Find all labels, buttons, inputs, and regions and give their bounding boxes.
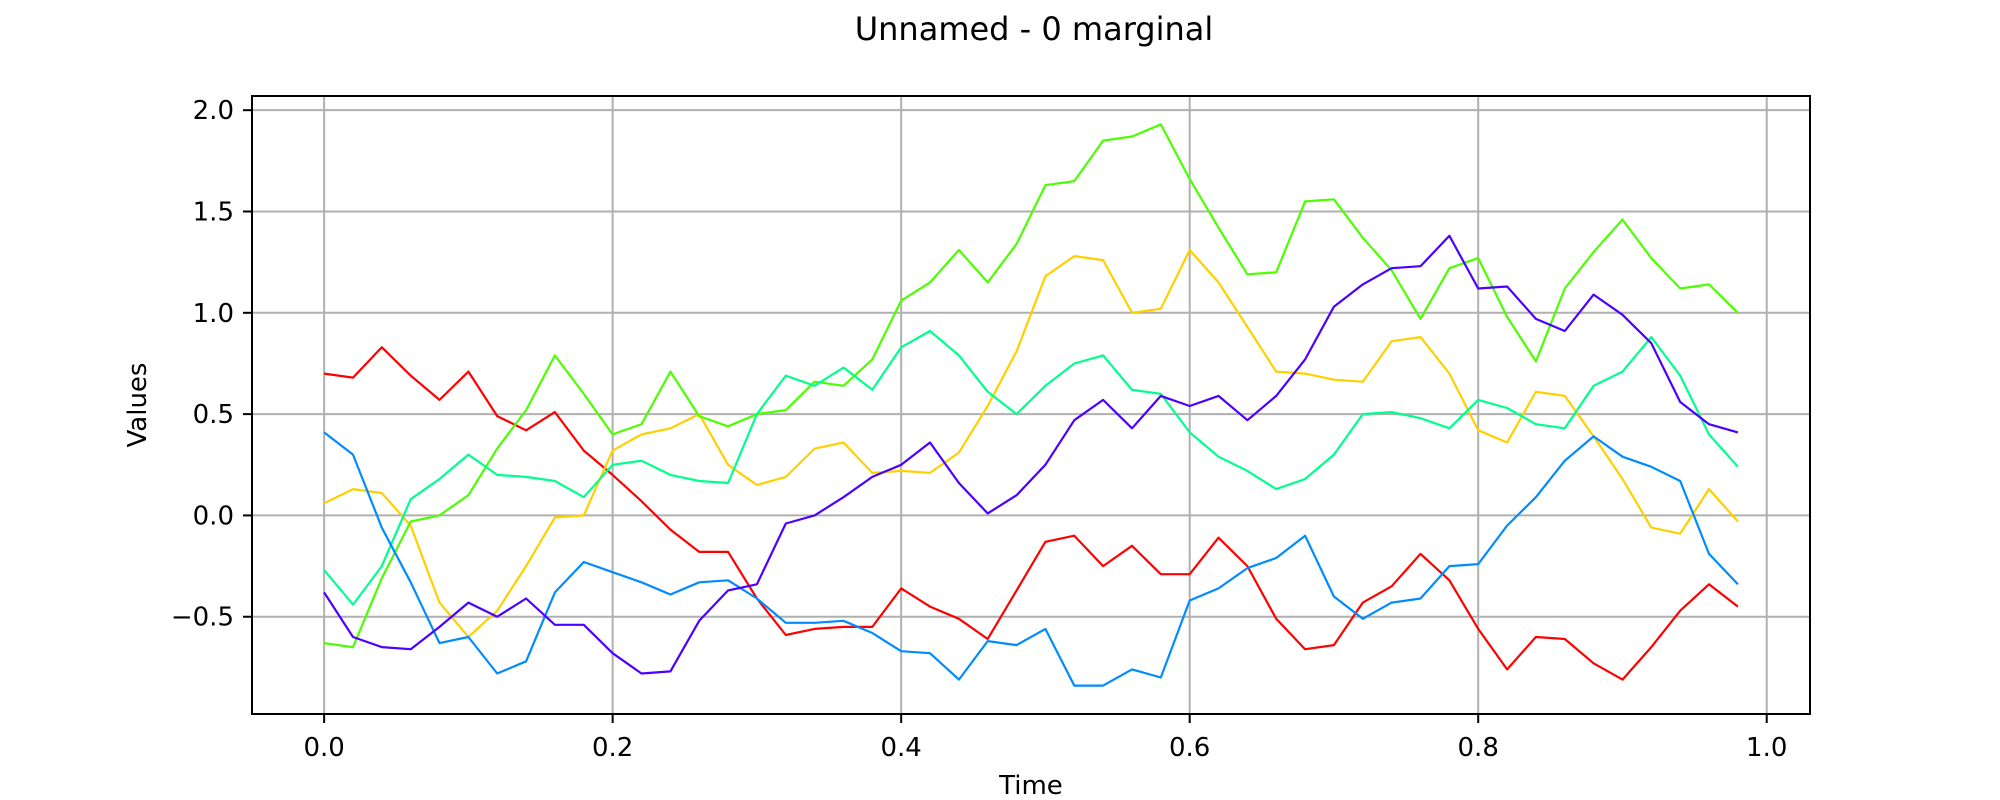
x-axis-label: Time bbox=[998, 771, 1063, 800]
x-tick-label: 0.8 bbox=[1458, 733, 1499, 763]
x-tick-label: 0.6 bbox=[1169, 733, 1210, 763]
y-tick-label: 1.5 bbox=[193, 197, 234, 227]
series-line-6 bbox=[323, 234, 1739, 675]
series-line-2 bbox=[323, 248, 1739, 639]
series-line-1 bbox=[323, 346, 1739, 681]
x-tick-label: 0.0 bbox=[303, 733, 344, 763]
y-axis-label: Values bbox=[123, 363, 153, 448]
plot-frame bbox=[251, 95, 1811, 715]
x-tick-label: 1.0 bbox=[1746, 733, 1787, 763]
y-tick-label: 0.5 bbox=[193, 400, 234, 430]
series-line-4 bbox=[323, 329, 1739, 606]
chart-title: Unnamed - 0 marginal bbox=[854, 10, 1214, 48]
x-tick-label: 0.2 bbox=[592, 733, 633, 763]
y-tick-label: 1.0 bbox=[193, 299, 234, 329]
series-line-5 bbox=[323, 431, 1739, 687]
axis-ticks: 0.0 0.2 0.4 0.6 0.8 1.0 −0.5 0.0 0.5 1.0 1.5 2.0 bbox=[171, 96, 1788, 763]
y-tick-label: 0.0 bbox=[193, 501, 234, 531]
y-tick-label: −0.5 bbox=[171, 603, 234, 633]
series-lines bbox=[323, 123, 1739, 687]
x-tick-label: 0.4 bbox=[880, 733, 921, 763]
series-line-3 bbox=[323, 123, 1739, 649]
y-tick-label: 2.0 bbox=[193, 96, 234, 126]
